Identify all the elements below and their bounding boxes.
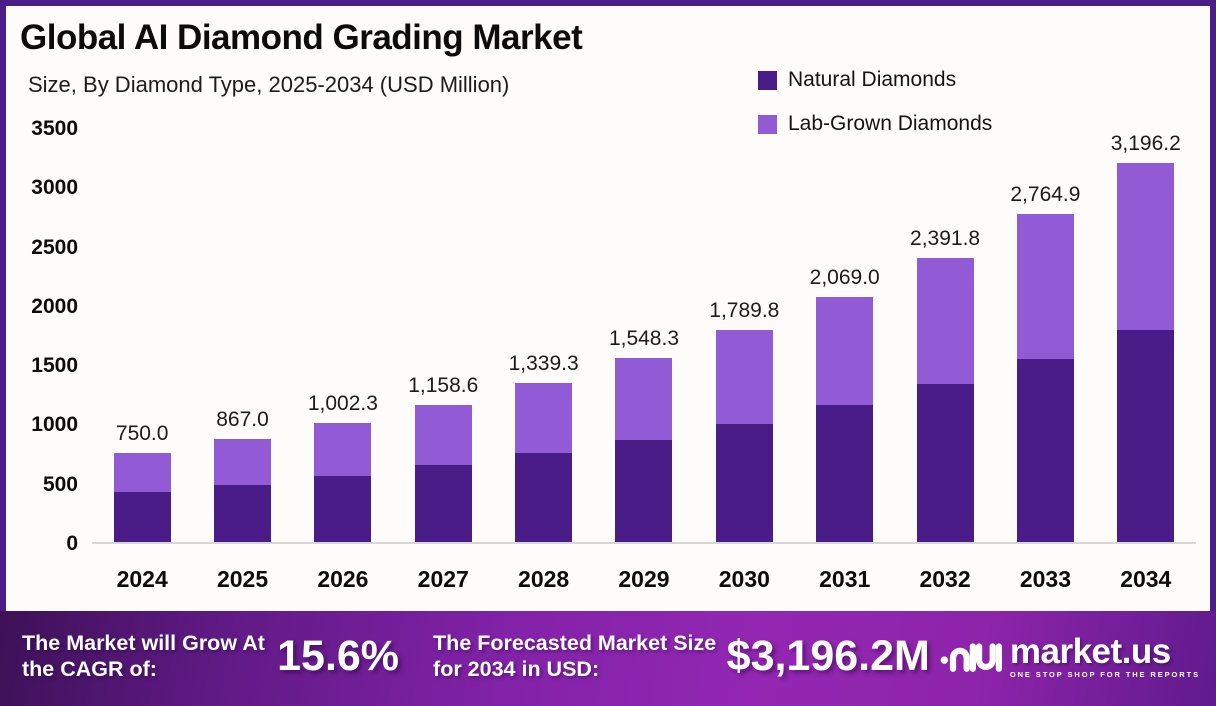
brand-text: market.us ONE STOP SHOP FOR THE REPORTS xyxy=(1010,634,1200,679)
x-axis-label: 2025 xyxy=(216,566,269,592)
bar-segment-lab-grown xyxy=(214,439,272,485)
bar-segment-lab-grown xyxy=(515,383,573,453)
bar-stack xyxy=(113,453,171,542)
bar-stack xyxy=(615,358,673,542)
bar-total-label: 2,391.8 xyxy=(910,227,981,250)
y-axis-label: 2000 xyxy=(31,294,78,318)
bar-stack xyxy=(1117,163,1175,542)
bar-segment-natural xyxy=(515,453,573,542)
bar-segment-natural xyxy=(1117,330,1175,542)
y-axis: 3500 3000 2500 2000 1500 1000 500 0 xyxy=(12,117,78,557)
forecast-label: The Forecasted Market Size for 2034 in U… xyxy=(433,631,717,681)
bar-segment-lab-grown xyxy=(1117,163,1175,330)
x-axis-label: 2024 xyxy=(116,566,168,592)
bar-segment-lab-grown xyxy=(1016,214,1074,359)
bar-column: 2,391.8 xyxy=(895,129,995,542)
bar-total-label: 1,002.3 xyxy=(307,392,378,415)
bar-stack xyxy=(1016,214,1074,542)
bar-stack xyxy=(414,405,472,542)
bar-column: 1,548.3 xyxy=(594,129,694,542)
bar-total-label: 1,548.3 xyxy=(608,327,680,350)
y-axis-label: 3000 xyxy=(31,176,78,200)
bar-column: 867.0 xyxy=(192,129,292,542)
bar-column: 2,069.0 xyxy=(795,129,895,542)
market-us-logo-icon xyxy=(940,642,1002,672)
legend-item-natural: Natural Diamonds xyxy=(758,68,992,92)
legend-label-natural: Natural Diamonds xyxy=(788,68,957,91)
bar-column: 3,196.2 xyxy=(1096,129,1196,542)
bar-segment-natural xyxy=(916,384,974,542)
x-axis-label: 2030 xyxy=(718,566,770,592)
bar-column: 1,002.3 xyxy=(293,129,393,542)
bar-column: 1,158.6 xyxy=(393,129,493,542)
bar-stack xyxy=(816,297,874,542)
x-axis-label: 2029 xyxy=(618,566,670,592)
cagr-value: 15.6% xyxy=(277,632,400,680)
bar-segment-natural xyxy=(214,485,272,542)
bar-stack xyxy=(314,423,372,542)
legend-label-lab-grown: Lab-Grown Diamonds xyxy=(788,112,993,135)
bar-column: 1,789.8 xyxy=(694,129,794,542)
legend: Natural Diamonds Lab-Grown Diamonds xyxy=(758,68,992,156)
bar-stack xyxy=(916,258,974,542)
y-axis-label: 1000 xyxy=(31,413,78,437)
y-axis-label: 0 xyxy=(66,532,78,555)
legend-swatch-natural-icon xyxy=(758,70,777,90)
bar-segment-lab-grown xyxy=(314,423,372,476)
x-axis-label: 2031 xyxy=(819,566,871,592)
bar-stack xyxy=(715,330,773,542)
bar-segment-natural xyxy=(615,440,673,542)
legend-item-lab-grown: Lab-Grown Diamonds xyxy=(758,112,992,136)
brand-lockup: market.us ONE STOP SHOP FOR THE REPORTS xyxy=(940,634,1200,679)
x-axis-label: 2032 xyxy=(919,566,971,592)
bar-total-label: 867.0 xyxy=(216,408,269,431)
bar-total-label: 2,764.9 xyxy=(1010,183,1081,206)
plot-area: 750.0 867.0 1,002.3 1,158.6 1,339.3 1,548.3 1,… xyxy=(92,129,1196,544)
bar-segment-lab-grown xyxy=(816,297,874,405)
bar-total-label: 2,069.0 xyxy=(809,266,880,289)
bar-column: 1,339.3 xyxy=(493,129,593,542)
bar-segment-natural xyxy=(1016,359,1074,542)
y-axis-label: 1500 xyxy=(31,354,78,378)
x-axis-label: 2026 xyxy=(317,566,369,592)
x-axis: 2024 2025 2026 2027 2028 2029 2030 2031 2032 2033… xyxy=(92,566,1196,593)
bar-segment-natural xyxy=(314,476,372,542)
page-title: Global AI Diamond Grading Market xyxy=(20,18,583,57)
bar-segment-natural xyxy=(715,424,773,542)
bar-total-label: 1,789.8 xyxy=(709,299,780,322)
bar-segment-lab-grown xyxy=(414,405,472,465)
footer-banner: The Market will Grow At the CAGR of: 15.… xyxy=(0,611,1216,706)
bar-stack xyxy=(515,383,573,542)
x-axis-label: 2027 xyxy=(417,566,469,592)
y-axis-label: 500 xyxy=(42,472,78,496)
bar-total-label: 3,196.2 xyxy=(1110,132,1181,155)
bar-segment-natural xyxy=(816,405,874,542)
bar-segment-natural xyxy=(414,465,472,542)
bar-segment-lab-grown xyxy=(715,330,773,424)
cagr-label: The Market will Grow At the CAGR of: xyxy=(22,631,265,681)
bar-stack xyxy=(214,439,272,542)
brand-tagline: ONE STOP SHOP FOR THE REPORTS xyxy=(1009,670,1200,680)
bar-total-label: 1,339.3 xyxy=(508,352,579,375)
forecast-value: $3,196.2M xyxy=(726,632,930,680)
bar-column: 750.0 xyxy=(92,129,192,542)
bar-total-label: 750.0 xyxy=(115,422,169,445)
legend-swatch-lab-grown-icon xyxy=(758,114,777,134)
y-axis-label: 2500 xyxy=(31,235,78,259)
bar-segment-lab-grown xyxy=(113,453,171,492)
bar-total-label: 1,158.6 xyxy=(408,374,479,397)
y-axis-label: 3500 xyxy=(31,117,78,140)
x-axis-label: 2033 xyxy=(1019,566,1071,592)
x-axis-label: 2028 xyxy=(518,566,570,592)
brand-name: market.us xyxy=(1009,632,1171,672)
bar-column: 2,764.9 xyxy=(995,129,1095,542)
bar-segment-lab-grown xyxy=(615,358,673,440)
bar-segment-natural xyxy=(113,492,171,542)
x-axis-label: 2034 xyxy=(1120,566,1172,592)
page-subtitle: Size, By Diamond Type, 2025-2034 (USD Mi… xyxy=(28,72,510,97)
bar-segment-lab-grown xyxy=(916,258,974,384)
